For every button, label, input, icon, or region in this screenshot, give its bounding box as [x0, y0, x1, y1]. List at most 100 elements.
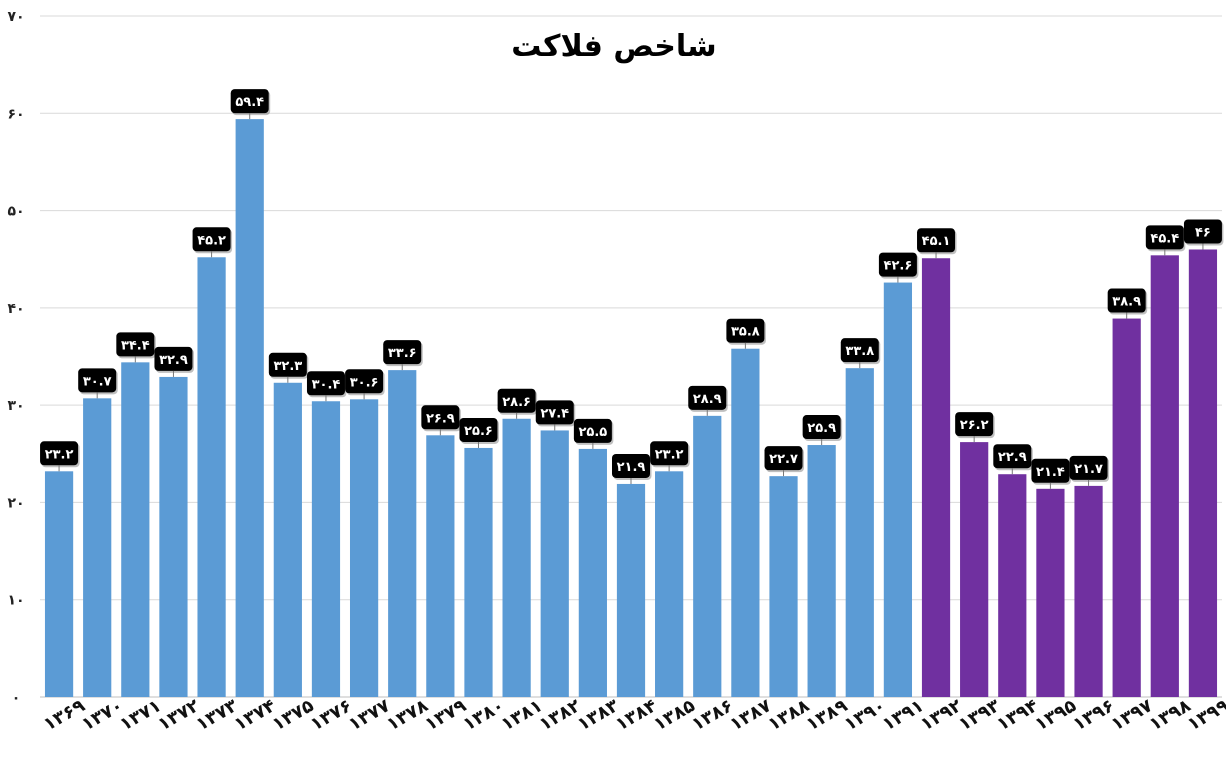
bars [44, 119, 1218, 697]
data-label: ۲۵.۹ [802, 415, 843, 446]
data-label-text: ۲۲.۹ [998, 450, 1027, 465]
data-label-text: ۳۴.۴ [121, 338, 150, 353]
bar [769, 476, 798, 697]
data-label: ۲۳.۲ [650, 441, 690, 472]
data-label-text: ۵۹.۴ [235, 95, 264, 110]
data-label: ۲۲.۹ [993, 444, 1033, 475]
data-label: ۳۳.۶ [383, 340, 423, 371]
data-label: ۲۱.۴ [1031, 458, 1071, 489]
data-label: ۳۴.۴ [116, 332, 156, 363]
data-label-text: ۲۱.۴ [1036, 465, 1065, 480]
data-label: ۴۵.۴ [1145, 225, 1186, 256]
bar [883, 282, 913, 697]
data-label: ۲۶.۹ [421, 405, 461, 436]
data-label-text: ۳۵.۸ [731, 325, 760, 340]
bar [464, 447, 493, 697]
bar [693, 415, 722, 697]
data-label: ۳۳.۸ [840, 338, 881, 369]
bar [1036, 488, 1065, 697]
data-label: ۲۶.۲ [955, 412, 995, 443]
data-label-text: ۲۱.۷ [1074, 462, 1103, 477]
data-label: ۳۲.۳ [268, 352, 309, 383]
bar [616, 483, 646, 697]
data-label: ۲۸.۹ [688, 385, 728, 416]
data-label: ۲۱.۹ [612, 453, 652, 484]
y-tick-label: ۰ [12, 690, 21, 706]
data-label: ۲۵.۵ [573, 418, 614, 449]
data-label-text: ۲۸.۶ [502, 395, 531, 410]
y-tick-label: ۱۰ [7, 593, 24, 609]
data-label: ۴۵.۱ [917, 228, 957, 259]
bar [845, 368, 874, 697]
y-tick-label: ۳۰ [7, 398, 24, 414]
bar [807, 445, 836, 697]
data-label: ۳۲.۹ [154, 346, 194, 377]
y-tick-label: ۷۰ [7, 9, 24, 25]
bar [121, 362, 150, 697]
bar [1188, 249, 1218, 697]
data-label-text: ۲۳.۲ [45, 447, 74, 462]
data-label-text: ۴۵.۱ [922, 234, 951, 249]
data-label-text: ۴۲.۶ [884, 259, 913, 274]
data-label: ۳۵.۸ [726, 318, 766, 349]
data-label: ۴۵.۲ [192, 227, 233, 258]
data-label-text: ۴۵.۴ [1150, 231, 1179, 246]
data-label: ۴۲.۶ [878, 252, 919, 283]
data-label-text: ۲۵.۹ [807, 421, 836, 436]
data-label-text: ۳۳.۶ [388, 346, 417, 361]
data-label-text: ۲۶.۹ [426, 411, 455, 426]
y-tick-label: ۵۰ [7, 204, 24, 220]
data-label-text: ۳۲.۹ [159, 353, 188, 368]
bar [349, 399, 379, 697]
bar [578, 448, 607, 697]
x-axis-ticks: ۱۳۶۹۱۳۷۰۱۳۷۱۱۳۷۲۱۳۷۳۱۳۷۴۱۳۷۵۱۳۷۶۱۳۷۷۱۳۷۸… [40, 695, 1226, 735]
data-label-text: ۳۰.۷ [83, 374, 112, 389]
data-label-text: ۲۶.۲ [960, 418, 989, 433]
bar [235, 119, 264, 697]
data-label: ۳۰.۴ [306, 371, 347, 402]
data-label: ۲۱.۷ [1069, 455, 1110, 486]
data-label-text: ۲۱.۹ [617, 460, 646, 475]
bar [44, 471, 74, 697]
y-tick-label: ۶۰ [7, 106, 24, 122]
data-label: ۲۵.۶ [459, 417, 499, 448]
data-label: ۳۰.۷ [78, 368, 118, 399]
data-label-text: ۲۲.۷ [769, 452, 798, 467]
bar [998, 474, 1027, 697]
data-labels: ۲۳.۲ ۳۰.۷ ۳۴.۴ ۳۲.۹ ۴۵.۲ ۵۹.۴ ۳۲.۳ ۳۰.۴ ۳۰.۶ ۳۳.۶… [40, 89, 1224, 489]
bar [921, 258, 951, 697]
data-label-text: ۳۲.۳ [273, 359, 302, 374]
data-label-text: ۲۷.۴ [540, 406, 569, 421]
bar [1150, 255, 1179, 697]
data-label: ۲۷.۴ [535, 400, 576, 431]
data-label-text: ۲۵.۶ [464, 424, 493, 439]
data-label-text: ۴۵.۲ [197, 233, 226, 248]
bar [1112, 318, 1141, 697]
y-tick-label: ۴۰ [7, 301, 24, 317]
bar [311, 401, 341, 697]
data-label-text: ۲۸.۹ [693, 392, 722, 407]
y-axis-ticks: ۰ ۱۰ ۲۰ ۳۰ ۴۰ ۵۰ ۶۰ ۷۰ [7, 9, 24, 706]
bar [388, 370, 417, 697]
data-label: ۲۸.۶ [497, 388, 538, 419]
bar [502, 418, 531, 697]
data-label: ۵۹.۴ [230, 89, 271, 120]
bar [1074, 485, 1103, 697]
bar [540, 430, 569, 697]
bar [197, 257, 226, 697]
data-label: ۲۲.۷ [764, 446, 805, 477]
bar [426, 435, 455, 697]
data-label: ۲۳.۲ [40, 441, 80, 472]
bar [960, 442, 989, 697]
data-label: ۳۸.۹ [1107, 288, 1148, 319]
x-tick-label: ۱۳۹۹ [1184, 695, 1226, 735]
data-label-text: ۴۶ [1195, 225, 1211, 240]
y-tick-label: ۲۰ [7, 495, 24, 511]
data-label-text: ۳۰.۴ [312, 377, 341, 392]
chart-title: شاخص فلاکت [511, 29, 716, 64]
data-label-text: ۳۰.۶ [350, 375, 379, 390]
bar [83, 398, 112, 697]
data-label-text: ۲۵.۵ [578, 425, 607, 440]
data-label-text: ۳۳.۸ [845, 344, 874, 359]
